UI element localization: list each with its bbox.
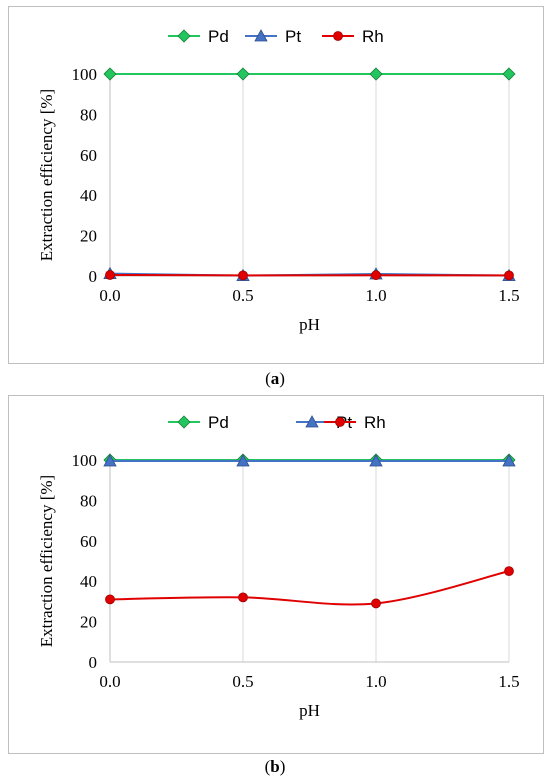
y-axis-title: Extraction efficiency [%] bbox=[37, 89, 56, 261]
data-point-pt bbox=[236, 454, 250, 467]
series-pt bbox=[103, 454, 516, 467]
data-point-pt bbox=[502, 454, 516, 467]
legend-marker-pd bbox=[177, 415, 191, 429]
legend-marker-pt bbox=[305, 415, 319, 428]
x-tick-label: 0.0 bbox=[99, 672, 120, 691]
x-axis-title: pH bbox=[299, 701, 320, 720]
series-rh bbox=[105, 270, 514, 281]
caption-letter: b bbox=[270, 757, 280, 776]
y-tick-label: 100 bbox=[72, 451, 98, 470]
caption-open: ( bbox=[264, 757, 271, 776]
x-tick-label: 1.5 bbox=[498, 286, 519, 305]
caption-close: ) bbox=[279, 369, 285, 388]
x-tick-label: 1.5 bbox=[498, 672, 519, 691]
legend-marker-pd bbox=[177, 29, 191, 43]
y-tick-label: 100 bbox=[72, 65, 98, 84]
data-point-pd bbox=[369, 67, 383, 81]
y-tick-label: 80 bbox=[80, 105, 97, 124]
data-point-pd bbox=[236, 67, 250, 81]
y-tick-label: 0 bbox=[89, 653, 98, 672]
data-point-rh bbox=[504, 566, 514, 577]
data-point-pd bbox=[103, 67, 117, 81]
legend-marker-rh bbox=[333, 31, 343, 41]
caption-open: ( bbox=[265, 369, 271, 388]
data-point-pt bbox=[103, 454, 117, 467]
legend-marker-rh bbox=[335, 417, 345, 427]
data-point-rh bbox=[105, 270, 115, 280]
chart-panel-a: 0 20 40 60 80 100 0.0 0.5 1.0 1.5 pH Extraction eff… bbox=[8, 6, 544, 364]
data-point-rh bbox=[371, 270, 381, 281]
legend-label: Pd bbox=[208, 27, 229, 46]
y-tick-label: 40 bbox=[80, 186, 97, 205]
caption-b: (b) bbox=[0, 757, 550, 777]
data-point-pt bbox=[369, 454, 383, 467]
x-tick-label: 1.0 bbox=[365, 286, 386, 305]
caption-letter: a bbox=[270, 369, 280, 388]
series-pd bbox=[103, 453, 516, 467]
caption-a: (a) bbox=[0, 369, 550, 389]
legend: Pd Pt Rh bbox=[168, 27, 384, 46]
y-tick-label: 20 bbox=[80, 227, 97, 246]
x-tick-label: 0.5 bbox=[232, 672, 253, 691]
caption-close: ) bbox=[279, 757, 286, 776]
data-point-pd bbox=[502, 67, 516, 81]
gridlines bbox=[109, 460, 510, 662]
y-tick-label: 20 bbox=[80, 613, 97, 632]
y-tick-label: 60 bbox=[80, 146, 97, 165]
line-chart-a: 0 20 40 60 80 100 0.0 0.5 1.0 1.5 pH Extraction eff… bbox=[37, 27, 520, 334]
y-tick-label: 60 bbox=[80, 532, 97, 551]
legend-label: Rh bbox=[362, 27, 384, 46]
series-rh bbox=[105, 566, 514, 609]
series-pt bbox=[103, 266, 516, 281]
y-axis-title: Extraction efficiency [%] bbox=[37, 475, 56, 647]
data-point-rh bbox=[105, 594, 115, 605]
legend-label: Pd bbox=[208, 413, 229, 432]
legend-label: Rh bbox=[364, 413, 386, 432]
x-tick-label: 0.0 bbox=[99, 286, 120, 305]
data-point-rh bbox=[238, 270, 248, 281]
x-axis-title: pH bbox=[299, 315, 320, 334]
legend-marker-pt bbox=[254, 29, 268, 42]
data-point-rh bbox=[371, 598, 381, 609]
series-line-rh bbox=[109, 570, 510, 606]
data-point-rh bbox=[504, 270, 514, 281]
gridlines bbox=[109, 74, 510, 276]
data-point-rh bbox=[238, 592, 248, 603]
y-tick-label: 40 bbox=[80, 572, 97, 591]
y-tick-label: 80 bbox=[80, 491, 97, 510]
line-chart-b: 0 20 40 60 80 100 0.0 0.5 1.0 1.5 pH Extraction eff… bbox=[37, 413, 520, 720]
y-tick-label: 0 bbox=[89, 267, 98, 286]
x-tick-label: 0.5 bbox=[232, 286, 253, 305]
legend-label: Pt bbox=[285, 27, 301, 46]
chart-panel-b: 0 20 40 60 80 100 0.0 0.5 1.0 1.5 pH Extraction eff… bbox=[8, 395, 544, 754]
x-tick-label: 1.0 bbox=[365, 672, 386, 691]
series-pd bbox=[103, 67, 516, 81]
